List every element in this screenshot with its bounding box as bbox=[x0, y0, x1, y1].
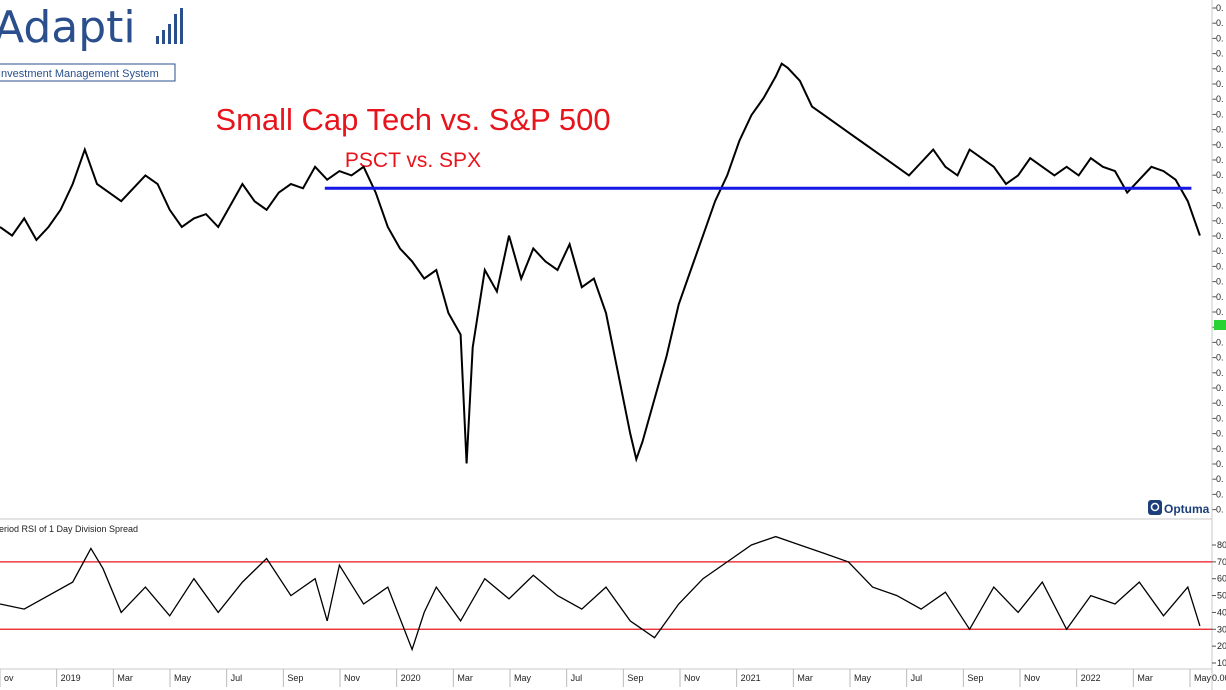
optuma-watermark: Optuma bbox=[1148, 500, 1210, 516]
rsi-axis-label: 50 bbox=[1217, 591, 1226, 601]
x-axis-label: May bbox=[174, 673, 192, 683]
x-axis-label: Nov bbox=[344, 673, 361, 683]
price-axis-label: 0. bbox=[1216, 337, 1224, 347]
x-axis-label: 2022 bbox=[1081, 673, 1101, 683]
x-axis-label: 2020 bbox=[401, 673, 421, 683]
x-axis-label: Sep bbox=[287, 673, 303, 683]
x-axis-label: Sep bbox=[967, 673, 983, 683]
price-axis-label: 0. bbox=[1216, 413, 1224, 423]
price-axis-label: 0. bbox=[1216, 368, 1224, 378]
rsi-reference-lines bbox=[0, 561, 1212, 630]
chart-title: Small Cap Tech vs. S&P 500 bbox=[215, 102, 610, 137]
rsi-axis-label: 10 bbox=[1217, 658, 1226, 668]
price-axis-label: 0. bbox=[1216, 246, 1224, 256]
price-axis-label: 0. bbox=[1216, 429, 1224, 439]
rsi-panel: eriod RSI of 1 Day Division Spread 80 70 6… bbox=[0, 524, 1226, 668]
price-axis-label: 0. bbox=[1216, 292, 1224, 302]
optuma-label: Optuma bbox=[1164, 502, 1210, 516]
price-axis-label: 0. bbox=[1216, 216, 1224, 226]
corner-value-label: 0.00 bbox=[1212, 673, 1226, 683]
x-axis-label: Mar bbox=[797, 673, 813, 683]
price-axis-label: 0. bbox=[1216, 505, 1224, 515]
price-axis-label: 0. bbox=[1216, 170, 1224, 180]
price-panel: 0. 0. 0. 0. 0. 0. 0. 0. 0. 0. 0. 0. 0. 0. 0. 0. 0. 0. 0. 0.… bbox=[0, 3, 1226, 515]
price-axis-label: 0. bbox=[1216, 398, 1224, 408]
price-axis-label: 0. bbox=[1216, 33, 1224, 43]
brand-bars-icon bbox=[156, 8, 183, 44]
brand-tagline: Investment Management System bbox=[0, 68, 159, 80]
rsi-series-line bbox=[0, 535, 1201, 652]
brand-name: Adapti bbox=[0, 2, 136, 53]
x-axis-label: Mar bbox=[457, 673, 473, 683]
optuma-logo-icon bbox=[1148, 500, 1162, 515]
x-axis-label: May bbox=[514, 673, 532, 683]
x-axis-label: Jul bbox=[231, 673, 243, 683]
chart-subtitle: PSCT vs. SPX bbox=[345, 149, 481, 172]
price-axis-label: 0. bbox=[1216, 125, 1224, 135]
rsi-axis-label: 70 bbox=[1217, 557, 1226, 567]
x-axis-label: May bbox=[854, 673, 872, 683]
price-axis-label: 0. bbox=[1216, 444, 1224, 454]
x-axis-label: Jul bbox=[571, 673, 583, 683]
x-axis-label: 2019 bbox=[61, 673, 81, 683]
price-axis-label: 0. bbox=[1216, 155, 1224, 165]
x-axis-label: ov bbox=[4, 673, 14, 683]
price-axis-label: 0. bbox=[1216, 49, 1224, 59]
rsi-axis-label: 80 bbox=[1217, 540, 1226, 550]
x-axis-label: Jul bbox=[911, 673, 923, 683]
time-x-axis: ov 2019 Mar May Jul Sep Nov 2020 Mar May Jul Sep Nov… bbox=[0, 669, 1212, 687]
price-y-axis: 0. 0. 0. 0. 0. 0. 0. 0. 0. 0. 0. 0. 0. 0. 0. 0. 0. 0. 0. 0.… bbox=[1212, 3, 1224, 515]
price-axis-label: 0. bbox=[1216, 307, 1224, 317]
price-axis-label: 0. bbox=[1216, 261, 1224, 271]
price-axis-label: 0. bbox=[1216, 459, 1224, 469]
price-axis-label: 0. bbox=[1216, 489, 1224, 499]
price-axis-label: 0. bbox=[1216, 201, 1224, 211]
brand-logo: Adapti Investment Management System bbox=[0, 2, 183, 82]
price-axis-label: 0. bbox=[1216, 185, 1224, 195]
x-axis-label: Mar bbox=[117, 673, 133, 683]
x-axis-label: Nov bbox=[1024, 673, 1041, 683]
x-axis-label: 2021 bbox=[741, 673, 761, 683]
price-axis-label: 0. bbox=[1216, 109, 1224, 119]
x-axis-label: Sep bbox=[627, 673, 643, 683]
rsi-axis-label: 40 bbox=[1217, 607, 1226, 617]
price-axis-label: 0. bbox=[1216, 277, 1224, 287]
x-axis-label: May bbox=[1194, 673, 1212, 683]
price-axis-label: 0. bbox=[1216, 79, 1224, 89]
x-axis-label: Mar bbox=[1137, 673, 1153, 683]
price-axis-label: 0. bbox=[1216, 353, 1224, 363]
rsi-axis-label: 60 bbox=[1217, 574, 1226, 584]
brand-tagline-box bbox=[0, 63, 176, 82]
rsi-panel-label: eriod RSI of 1 Day Division Spread bbox=[0, 524, 138, 534]
price-axis-label: 0. bbox=[1216, 383, 1224, 393]
price-axis-label: 0. bbox=[1216, 94, 1224, 104]
price-axis-label: 0. bbox=[1216, 18, 1224, 28]
rsi-axis-label: 30 bbox=[1217, 624, 1226, 634]
price-axis-label: 0. bbox=[1216, 64, 1224, 74]
price-series-line bbox=[0, 62, 1201, 464]
price-axis-label: 0. bbox=[1216, 231, 1224, 241]
x-axis-label: Nov bbox=[684, 673, 701, 683]
price-axis-label: 0. bbox=[1216, 474, 1224, 484]
last-value-badge bbox=[1214, 320, 1226, 330]
price-axis-label: 0. bbox=[1216, 3, 1224, 13]
rsi-y-axis: 80 70 60 50 40 30 20 10 bbox=[1212, 540, 1226, 668]
price-axis-label: 0. bbox=[1216, 140, 1224, 150]
rsi-axis-label: 20 bbox=[1217, 641, 1226, 651]
